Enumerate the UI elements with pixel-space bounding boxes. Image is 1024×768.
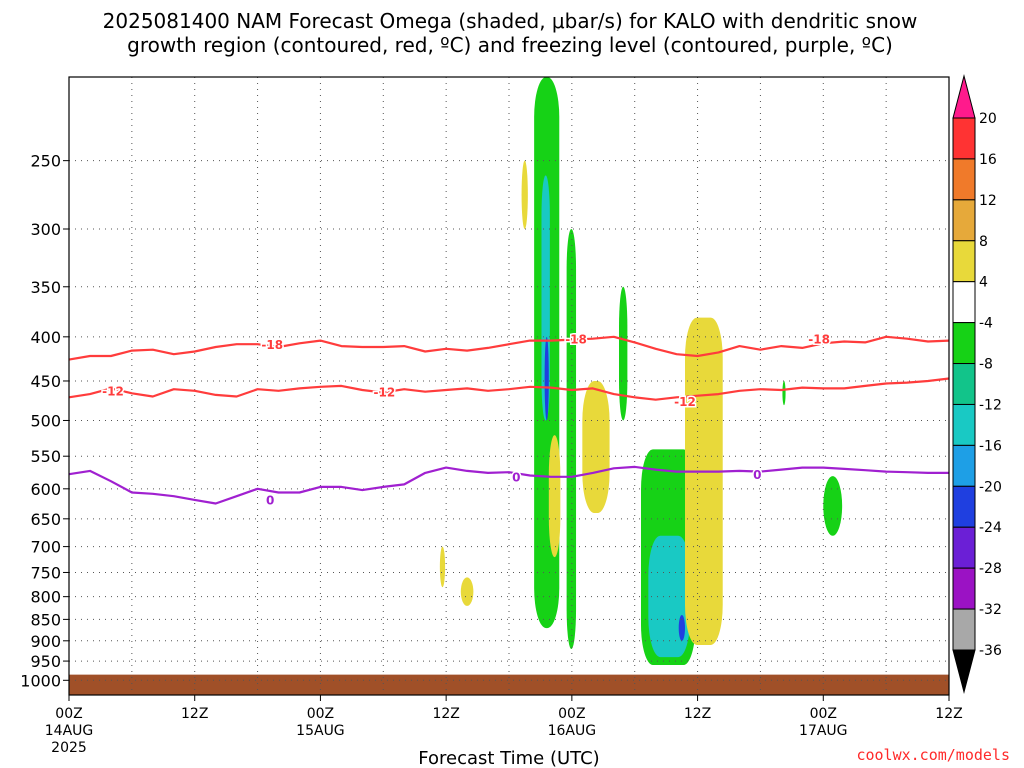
x-tick-date-2: 15AUG <box>296 723 345 739</box>
x-tick-label-7: 12Z <box>935 706 962 722</box>
colorbar-segment-0 <box>952 117 976 160</box>
omega-region-2 <box>460 577 474 606</box>
terrain-fill <box>69 674 949 695</box>
contour-label-5: -12 <box>674 395 696 409</box>
colorbar-label-9: -20 <box>979 479 1002 495</box>
omega-region-10 <box>619 286 628 421</box>
colorbar-segment-8 <box>952 444 976 487</box>
colorbar-segment-5 <box>952 322 976 365</box>
x-tick-date-0: 14AUG <box>45 723 94 739</box>
chart-title-line-1: 2025081400 NAM Forecast Omega (shaded, μ… <box>103 9 918 33</box>
colorbar-segment-7 <box>952 403 976 446</box>
colorbar-label-6: -8 <box>979 357 993 373</box>
y-tick-label-350: 350 <box>30 278 61 297</box>
colorbar-label-10: -24 <box>979 520 1002 536</box>
contour-label-7: 0 <box>512 470 520 484</box>
contour-label-layer: -18 -18 -18 -12 -12 -12 0 0 0 <box>101 331 832 509</box>
plot-frame <box>68 76 950 696</box>
y-tick-label-700: 700 <box>30 538 61 557</box>
freezing-level-contour <box>68 465 949 505</box>
omega-shading-layer <box>439 77 843 665</box>
credit-text: coolwx.com/models <box>856 746 1010 764</box>
x-tick-date-4: 16AUG <box>548 723 597 739</box>
y-tick-label-500: 500 <box>30 411 61 430</box>
omega-region-8 <box>566 228 577 650</box>
colorbar-label-1: 16 <box>979 152 997 168</box>
x-tick-label-3: 12Z <box>432 706 459 722</box>
contour-label-1: -18 <box>565 333 587 347</box>
contour-layer <box>68 335 950 505</box>
omega-region-0 <box>521 160 528 229</box>
omega-region-13 <box>678 614 685 641</box>
grid-layer <box>69 77 949 695</box>
colorbar-segment-9 <box>952 485 976 528</box>
y-tick-label-250: 250 <box>30 152 61 171</box>
colorbar-segment-6 <box>952 363 976 405</box>
contour-label-8: 0 <box>753 468 761 482</box>
x-tick-label-6: 00Z <box>810 706 837 722</box>
y-tick-label-600: 600 <box>30 480 61 499</box>
x-tick-date-6: 17AUG <box>799 723 848 739</box>
contour-label-6: 0 <box>266 494 274 508</box>
colorbar-segment-4 <box>952 281 976 324</box>
y-tick-label-900: 900 <box>30 632 61 651</box>
y-tick-label-750: 750 <box>30 563 61 582</box>
colorbar-segment-2 <box>952 199 976 242</box>
omega-region-15 <box>782 380 786 406</box>
x-axis-title: Forecast Time (UTC) <box>418 748 599 768</box>
dgz-contour--18 <box>68 335 950 361</box>
contour-label-4: -12 <box>373 385 395 399</box>
y-tick-label-950: 950 <box>30 652 61 671</box>
colorbar-label-3: 8 <box>979 234 988 250</box>
plot-area <box>69 77 949 695</box>
omega-region-14 <box>685 317 723 645</box>
terrain-layer <box>69 674 949 695</box>
y-tick-label-300: 300 <box>30 220 61 239</box>
omega-region-1 <box>439 546 446 588</box>
colorbar-segment-1 <box>952 158 976 201</box>
colorbar-label-2: 12 <box>979 193 997 209</box>
colorbar-top-arrow <box>952 74 976 119</box>
colorbar-segment-11 <box>952 567 976 610</box>
omega-region-16 <box>823 476 843 536</box>
y-tick-label-850: 850 <box>30 610 61 629</box>
x-tick-label-4: 00Z <box>558 706 585 722</box>
colorbar: 20 16 12 8 4 -4 -8 -12 -16 -20 -24 -28 -32 -36 <box>952 74 1002 694</box>
colorbar-segment-12 <box>952 608 976 651</box>
x-tick-label-5: 12Z <box>684 706 711 722</box>
colorbar-label-8: -16 <box>979 438 1002 454</box>
colorbar-label-13: -36 <box>979 643 1002 659</box>
y-axis: 250 300 350 400 450 500 550 600 650 700 750 800 850 9… <box>20 152 69 690</box>
chart-title-line-2: growth region (contoured, red, ºC) and f… <box>127 33 893 57</box>
colorbar-label-12: -32 <box>979 602 1002 618</box>
contour-label-3: -12 <box>102 385 124 399</box>
x-tick-label-1: 12Z <box>181 706 208 722</box>
contour-label-0: -18 <box>261 338 283 352</box>
colorbar-label-11: -28 <box>979 561 1002 577</box>
y-tick-label-550: 550 <box>30 447 61 466</box>
omega-region-9 <box>582 380 610 514</box>
colorbar-segment-3 <box>952 240 976 283</box>
y-tick-label-1000: 1000 <box>20 671 61 690</box>
colorbar-label-7: -12 <box>979 397 1002 413</box>
colorbar-segment-10 <box>952 526 976 569</box>
y-tick-label-400: 400 <box>30 328 61 347</box>
y-tick-label-450: 450 <box>30 372 61 391</box>
colorbar-bottom-arrow <box>952 649 976 694</box>
colorbar-label-4: 4 <box>979 275 988 291</box>
y-tick-label-650: 650 <box>30 510 61 529</box>
colorbar-label-5: -4 <box>979 316 993 332</box>
y-tick-label-800: 800 <box>30 588 61 607</box>
x-tick-label-0: 00Z <box>55 706 82 722</box>
contour-label-2: -18 <box>808 333 830 347</box>
omega-region-5 <box>544 336 549 421</box>
x-tick-label-2: 00Z <box>307 706 334 722</box>
dgz-contour--12 <box>68 377 950 401</box>
colorbar-label-0: 20 <box>979 111 997 127</box>
omega-region-7 <box>548 435 561 558</box>
x-tick-year-0: 2025 <box>51 740 87 756</box>
